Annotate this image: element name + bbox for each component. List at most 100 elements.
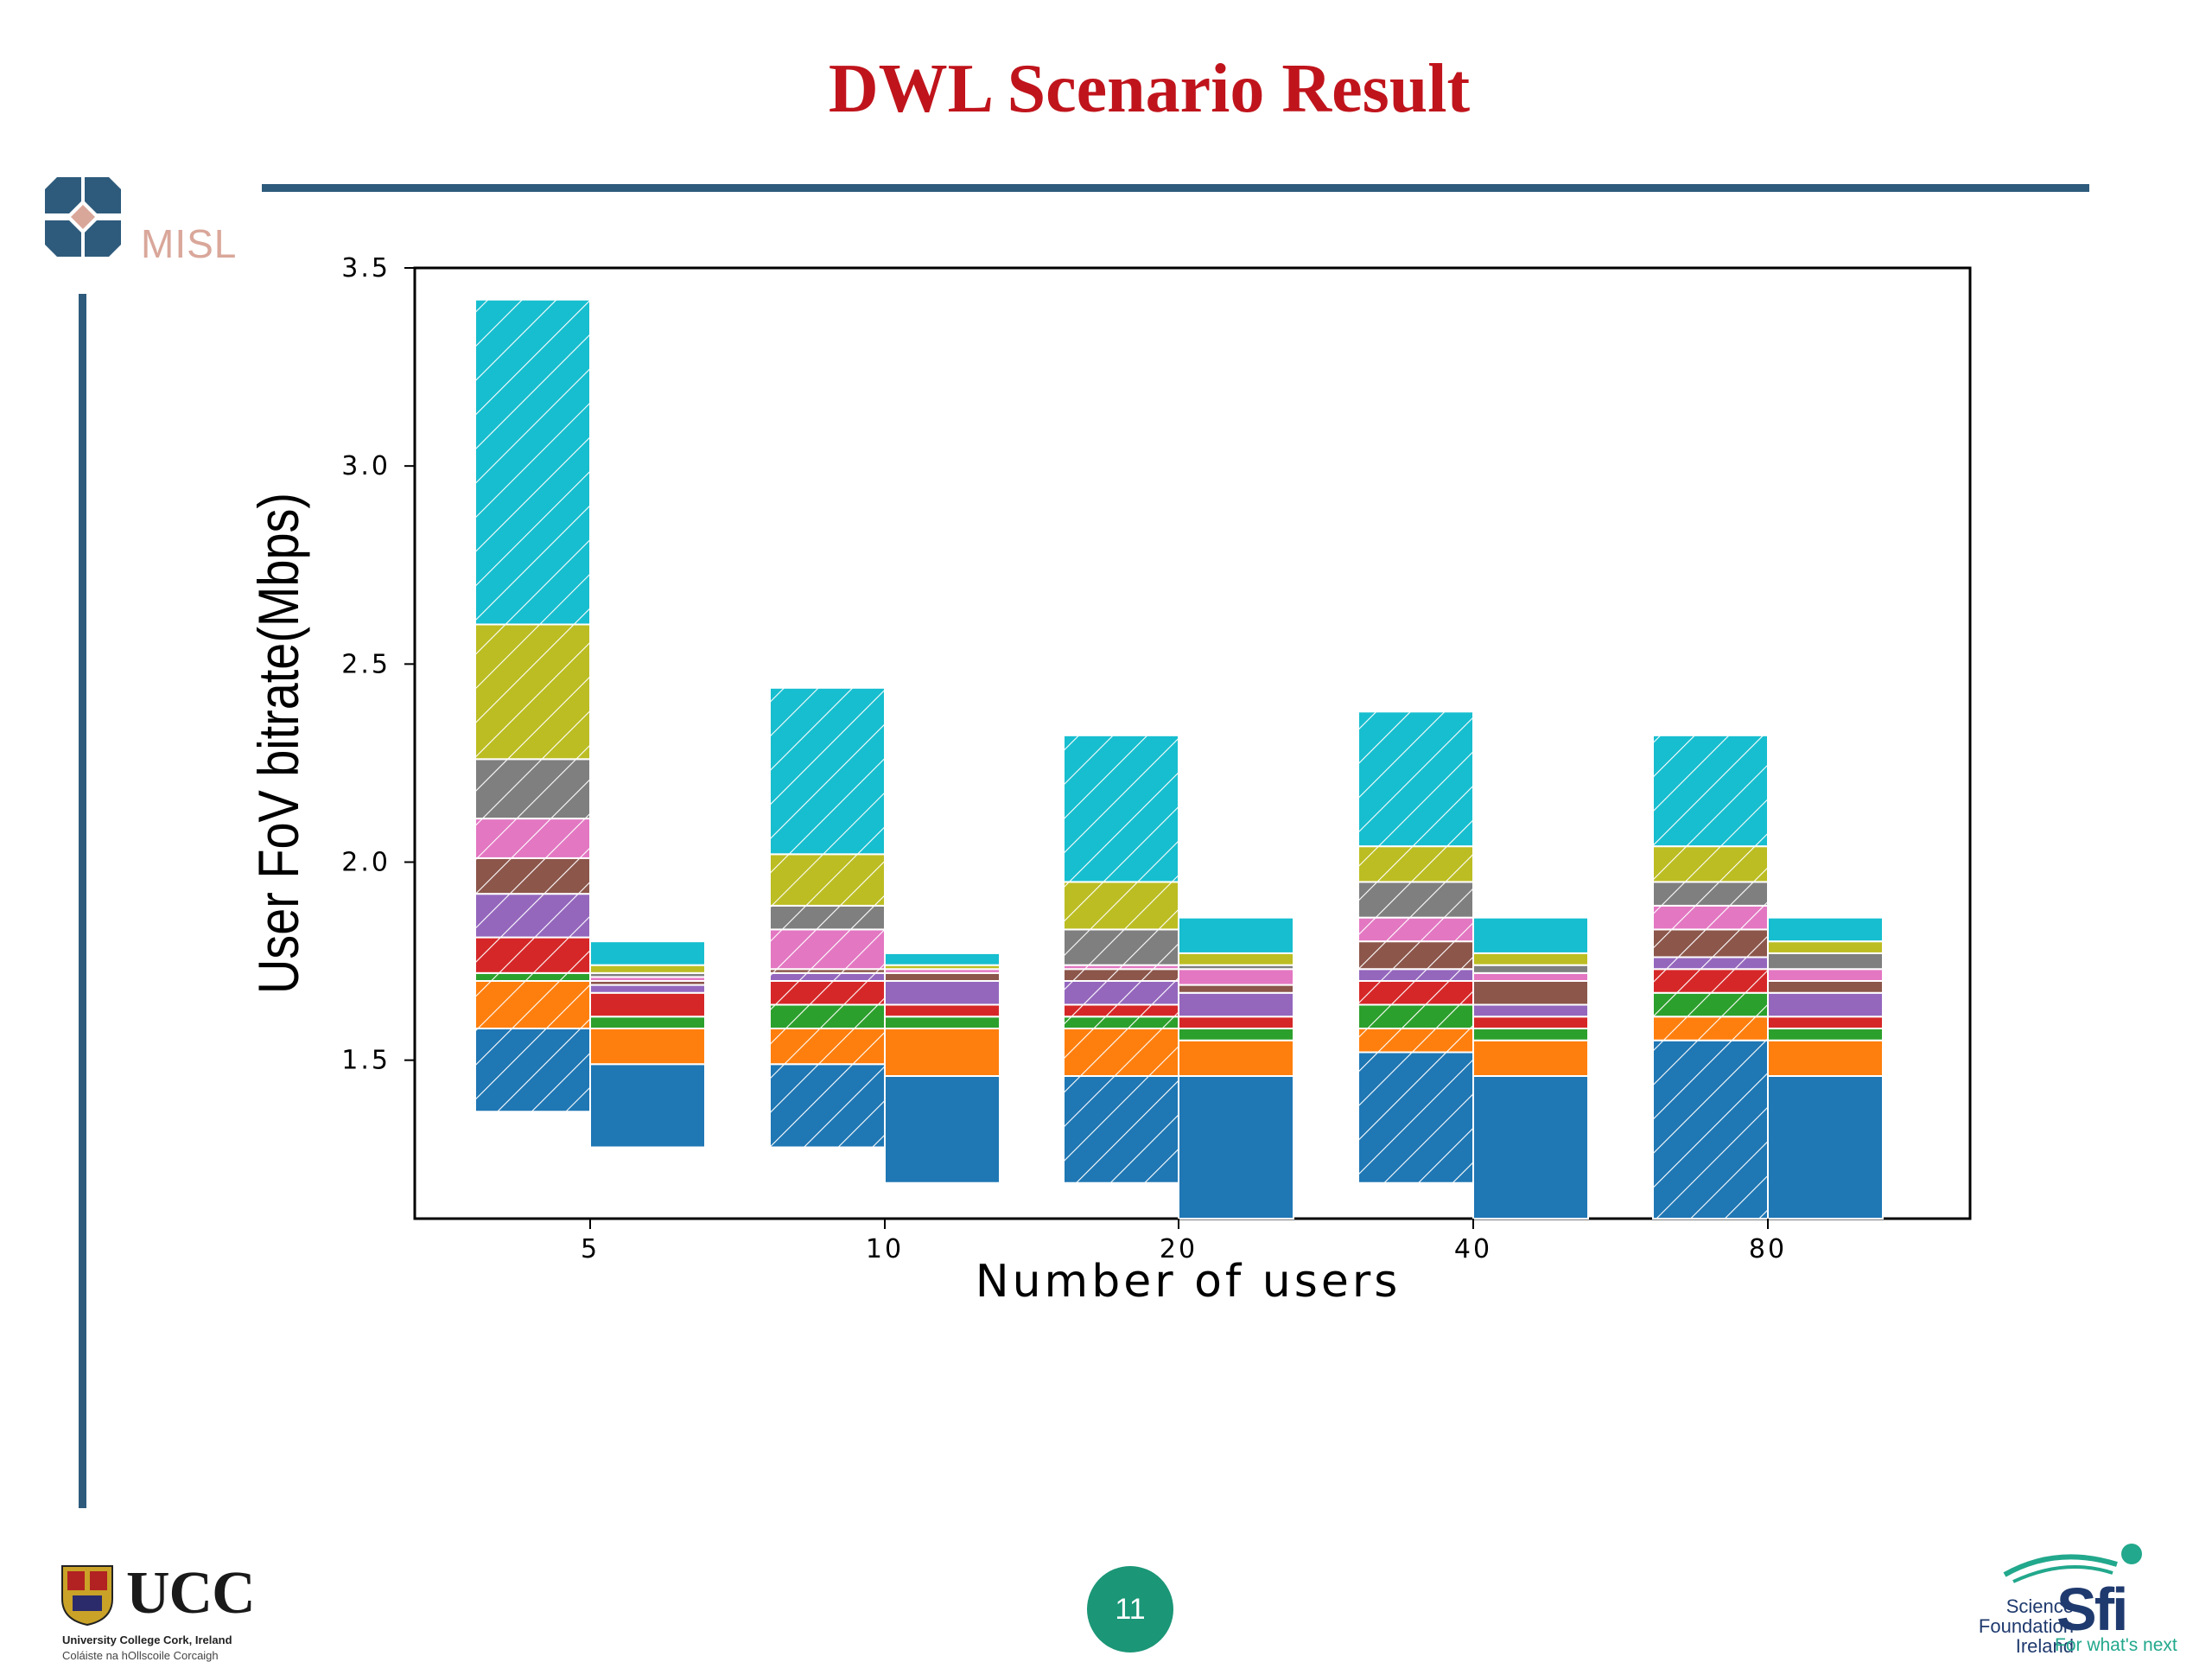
bar-hatch-40-1 [1358, 1028, 1473, 1053]
bar-hatch-40-9 [1358, 711, 1473, 847]
bar-hatch-40-3 [1358, 981, 1473, 1005]
x-tick-label: 10 [866, 1234, 904, 1264]
side-rule [79, 294, 86, 1508]
x-tick-label: 5 [581, 1234, 600, 1264]
bar-segment-solid-80-8 [1767, 940, 1884, 954]
ucc-wordmark: UCC [126, 1560, 256, 1627]
bar-hatch-80-5 [1653, 929, 1768, 958]
ucc-line-1: University College Cork, Ireland [62, 1633, 232, 1646]
bar-segment-solid-80-1 [1767, 1039, 1884, 1077]
x-tick-label: 80 [1749, 1234, 1787, 1264]
bar-segment-solid-10-9 [884, 952, 1001, 966]
sfi-line-3: Ireland [2015, 1635, 2074, 1657]
ucc-crest-icon [61, 1565, 113, 1627]
bar-segment-solid-80-9 [1767, 916, 1884, 943]
bar-hatch-5-5 [475, 857, 590, 895]
bar-segment-solid-20-2 [1178, 1028, 1294, 1041]
bar-segment-solid-80-5 [1767, 980, 1884, 994]
bar-hatch-80-0 [1653, 1040, 1768, 1219]
bar-segment-solid-80-0 [1767, 1075, 1884, 1219]
bar-hatch-10-4 [770, 972, 885, 981]
bar-segment-solid-40-8 [1472, 952, 1589, 966]
bar-hatch-20-4 [1064, 981, 1179, 1005]
sfi-swoosh-icon [2003, 1544, 2142, 1583]
bar-hatch-20-1 [1064, 1028, 1179, 1076]
bar-hatch-10-6 [770, 929, 885, 970]
bar-hatch-80-6 [1653, 905, 1768, 930]
sfi-tagline: For what's next [2055, 1635, 2177, 1655]
bar-segment-solid-20-1 [1178, 1039, 1294, 1077]
bar-segment-solid-5-4 [589, 984, 706, 994]
bar-segment-solid-20-9 [1178, 916, 1294, 954]
x-axis-label: Number of users [976, 1256, 1402, 1308]
bar-hatch-10-3 [770, 981, 885, 1005]
x-tick-label: 20 [1160, 1234, 1198, 1264]
bar-segment-solid-20-8 [1178, 952, 1294, 966]
bar-hatch-20-8 [1064, 882, 1179, 930]
bar-hatch-10-7 [770, 905, 885, 930]
bar-segment-solid-5-8 [589, 964, 706, 974]
y-tick-label: 2.5 [341, 649, 391, 679]
bar-segment-solid-10-0 [884, 1075, 1001, 1184]
bar-hatch-20-2 [1064, 1016, 1179, 1028]
bar-segment-solid-40-0 [1472, 1075, 1589, 1219]
bar-segment-solid-20-6 [1178, 968, 1294, 986]
misl-logo: MISL [31, 170, 256, 274]
bar-segment-solid-40-7 [1472, 964, 1589, 974]
bar-segment-solid-20-5 [1178, 984, 1294, 994]
sfi-line-2: Foundation [1978, 1615, 2074, 1637]
bar-hatch-5-1 [475, 981, 590, 1028]
bar-hatch-80-8 [1653, 846, 1768, 882]
bar-hatch-5-0 [475, 1028, 590, 1112]
bar-hatch-40-5 [1358, 941, 1473, 970]
bar-hatch-5-3 [475, 937, 590, 973]
bar-segment-solid-5-9 [589, 940, 706, 966]
bar-hatch-5-2 [475, 972, 590, 981]
misl-label: MISL [141, 221, 238, 266]
bar-segment-solid-5-3 [589, 991, 706, 1018]
x-tick-label: 40 [1454, 1234, 1492, 1264]
bar-segment-solid-80-3 [1767, 1016, 1884, 1029]
bar-hatch-80-1 [1653, 1016, 1768, 1041]
bar-hatch-80-2 [1653, 992, 1768, 1017]
sfi-mark: Sfi [2056, 1576, 2128, 1643]
bar-hatch-10-2 [770, 1004, 885, 1028]
bar-hatch-10-8 [770, 854, 885, 906]
bar-hatch-20-0 [1064, 1076, 1179, 1183]
bar-segment-solid-5-2 [589, 1016, 706, 1029]
bar-hatch-20-7 [1064, 929, 1179, 965]
y-tick-label: 1.5 [341, 1046, 391, 1076]
bar-hatch-10-1 [770, 1028, 885, 1065]
bar-segment-solid-80-4 [1767, 991, 1884, 1018]
sfi-line-1: Science [2005, 1595, 2074, 1617]
bar-segment-solid-10-3 [884, 1003, 1001, 1018]
bar-segment-solid-80-2 [1767, 1028, 1884, 1041]
bar-hatch-5-7 [475, 759, 590, 819]
bar-hatch-20-9 [1064, 735, 1179, 882]
slide-title: DWL Scenario Result [828, 51, 1471, 127]
bar-hatch-5-9 [475, 299, 590, 625]
bar-segment-solid-20-3 [1178, 1016, 1294, 1029]
bar-hatch-5-4 [475, 894, 590, 938]
bar-segment-solid-40-3 [1472, 1016, 1589, 1029]
bar-hatch-5-6 [475, 818, 590, 858]
sfi-logo: Science Foundation Ireland Sfi For what'… [1936, 1538, 2195, 1657]
bar-hatch-80-3 [1653, 969, 1768, 993]
bar-hatch-40-4 [1358, 969, 1473, 981]
bar-hatch-80-9 [1653, 735, 1768, 847]
bar-hatch-20-5 [1064, 969, 1179, 981]
y-tick-label: 2.0 [341, 848, 391, 878]
bar-segment-solid-40-6 [1472, 971, 1589, 983]
bar-segment-solid-10-2 [884, 1016, 1001, 1029]
bar-segment-solid-80-6 [1767, 968, 1884, 982]
ucc-line-2: Coláiste na hOllscoile Corcaigh [62, 1649, 219, 1662]
bar-hatch-10-5 [770, 969, 885, 973]
bar-hatch-20-3 [1064, 1004, 1179, 1017]
bar-segment-solid-5-1 [589, 1028, 706, 1066]
bar-hatch-20-6 [1064, 965, 1179, 970]
bar-segment-solid-40-2 [1472, 1028, 1589, 1041]
bar-hatch-40-8 [1358, 846, 1473, 882]
bar-hatch-40-0 [1358, 1052, 1473, 1183]
bar-segment-solid-40-4 [1472, 1003, 1589, 1018]
